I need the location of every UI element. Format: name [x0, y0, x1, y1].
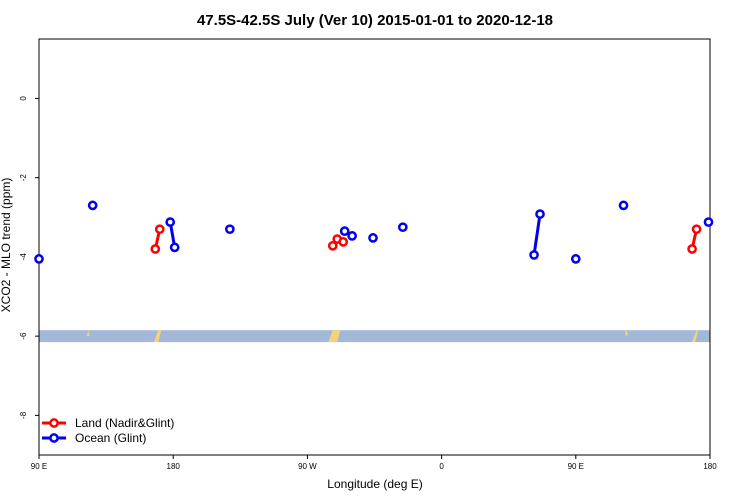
data-point	[535, 209, 545, 219]
x-axis-label: Longitude (deg E)	[327, 477, 422, 491]
data-point	[703, 217, 714, 227]
legend-marker	[49, 418, 59, 428]
axes: 90 E 180 90 W 0 90 E 180 0 -2 -4 -6 -8	[19, 38, 717, 471]
data-point	[169, 242, 180, 253]
legend-marker	[49, 433, 59, 443]
legend: Land (Nadir&Glint)Ocean (Glint)	[42, 416, 174, 445]
y-tick-label: 0	[19, 96, 28, 101]
legend-label: Land (Nadir&Glint)	[75, 416, 174, 430]
series-line	[532, 213, 542, 256]
y-axis-label: XCO2 - MLO trend (ppm)	[0, 178, 13, 313]
data-point	[368, 233, 378, 243]
x-tick-label: 90 E	[31, 462, 47, 471]
data-point	[570, 254, 581, 264]
data-point	[34, 254, 44, 264]
x-tick-label: 180	[703, 462, 717, 471]
data-point	[87, 200, 98, 211]
y-tick-label: -6	[19, 332, 28, 340]
x-tick-label: 90 E	[568, 462, 584, 471]
data-point	[397, 222, 408, 233]
x-tick-label: 180	[167, 462, 181, 471]
map-band	[39, 330, 710, 343]
x-tick-label: 90 W	[298, 462, 317, 471]
legend-label: Ocean (Glint)	[75, 431, 146, 445]
data-point	[687, 244, 697, 254]
data-point	[150, 244, 161, 254]
plot-frame	[38, 38, 711, 456]
data-point	[347, 231, 357, 241]
map-land-patch	[625, 330, 628, 337]
series-land	[150, 224, 702, 254]
data-point	[165, 217, 176, 227]
data-point	[154, 224, 165, 235]
data-series	[34, 200, 714, 264]
chart-title: 47.5S-42.5S July (Ver 10) 2015-01-01 to …	[197, 12, 553, 29]
series-ocean	[34, 200, 714, 264]
y-tick-label: -4	[19, 253, 28, 261]
data-point	[225, 224, 235, 235]
map-land-patch	[153, 330, 162, 343]
data-point	[327, 240, 338, 251]
data-point	[339, 226, 350, 237]
data-point	[338, 236, 349, 247]
y-tick-label: -8	[19, 411, 28, 419]
x-tick-label: 0	[439, 462, 444, 471]
map-land-patch	[86, 330, 90, 337]
data-point	[529, 250, 539, 260]
map-land-patch	[328, 330, 341, 343]
y-tick-label: -2	[19, 174, 28, 182]
map-land-patch	[692, 330, 699, 343]
map-ocean-band	[39, 330, 710, 343]
data-point	[618, 200, 629, 211]
data-point	[691, 224, 702, 235]
